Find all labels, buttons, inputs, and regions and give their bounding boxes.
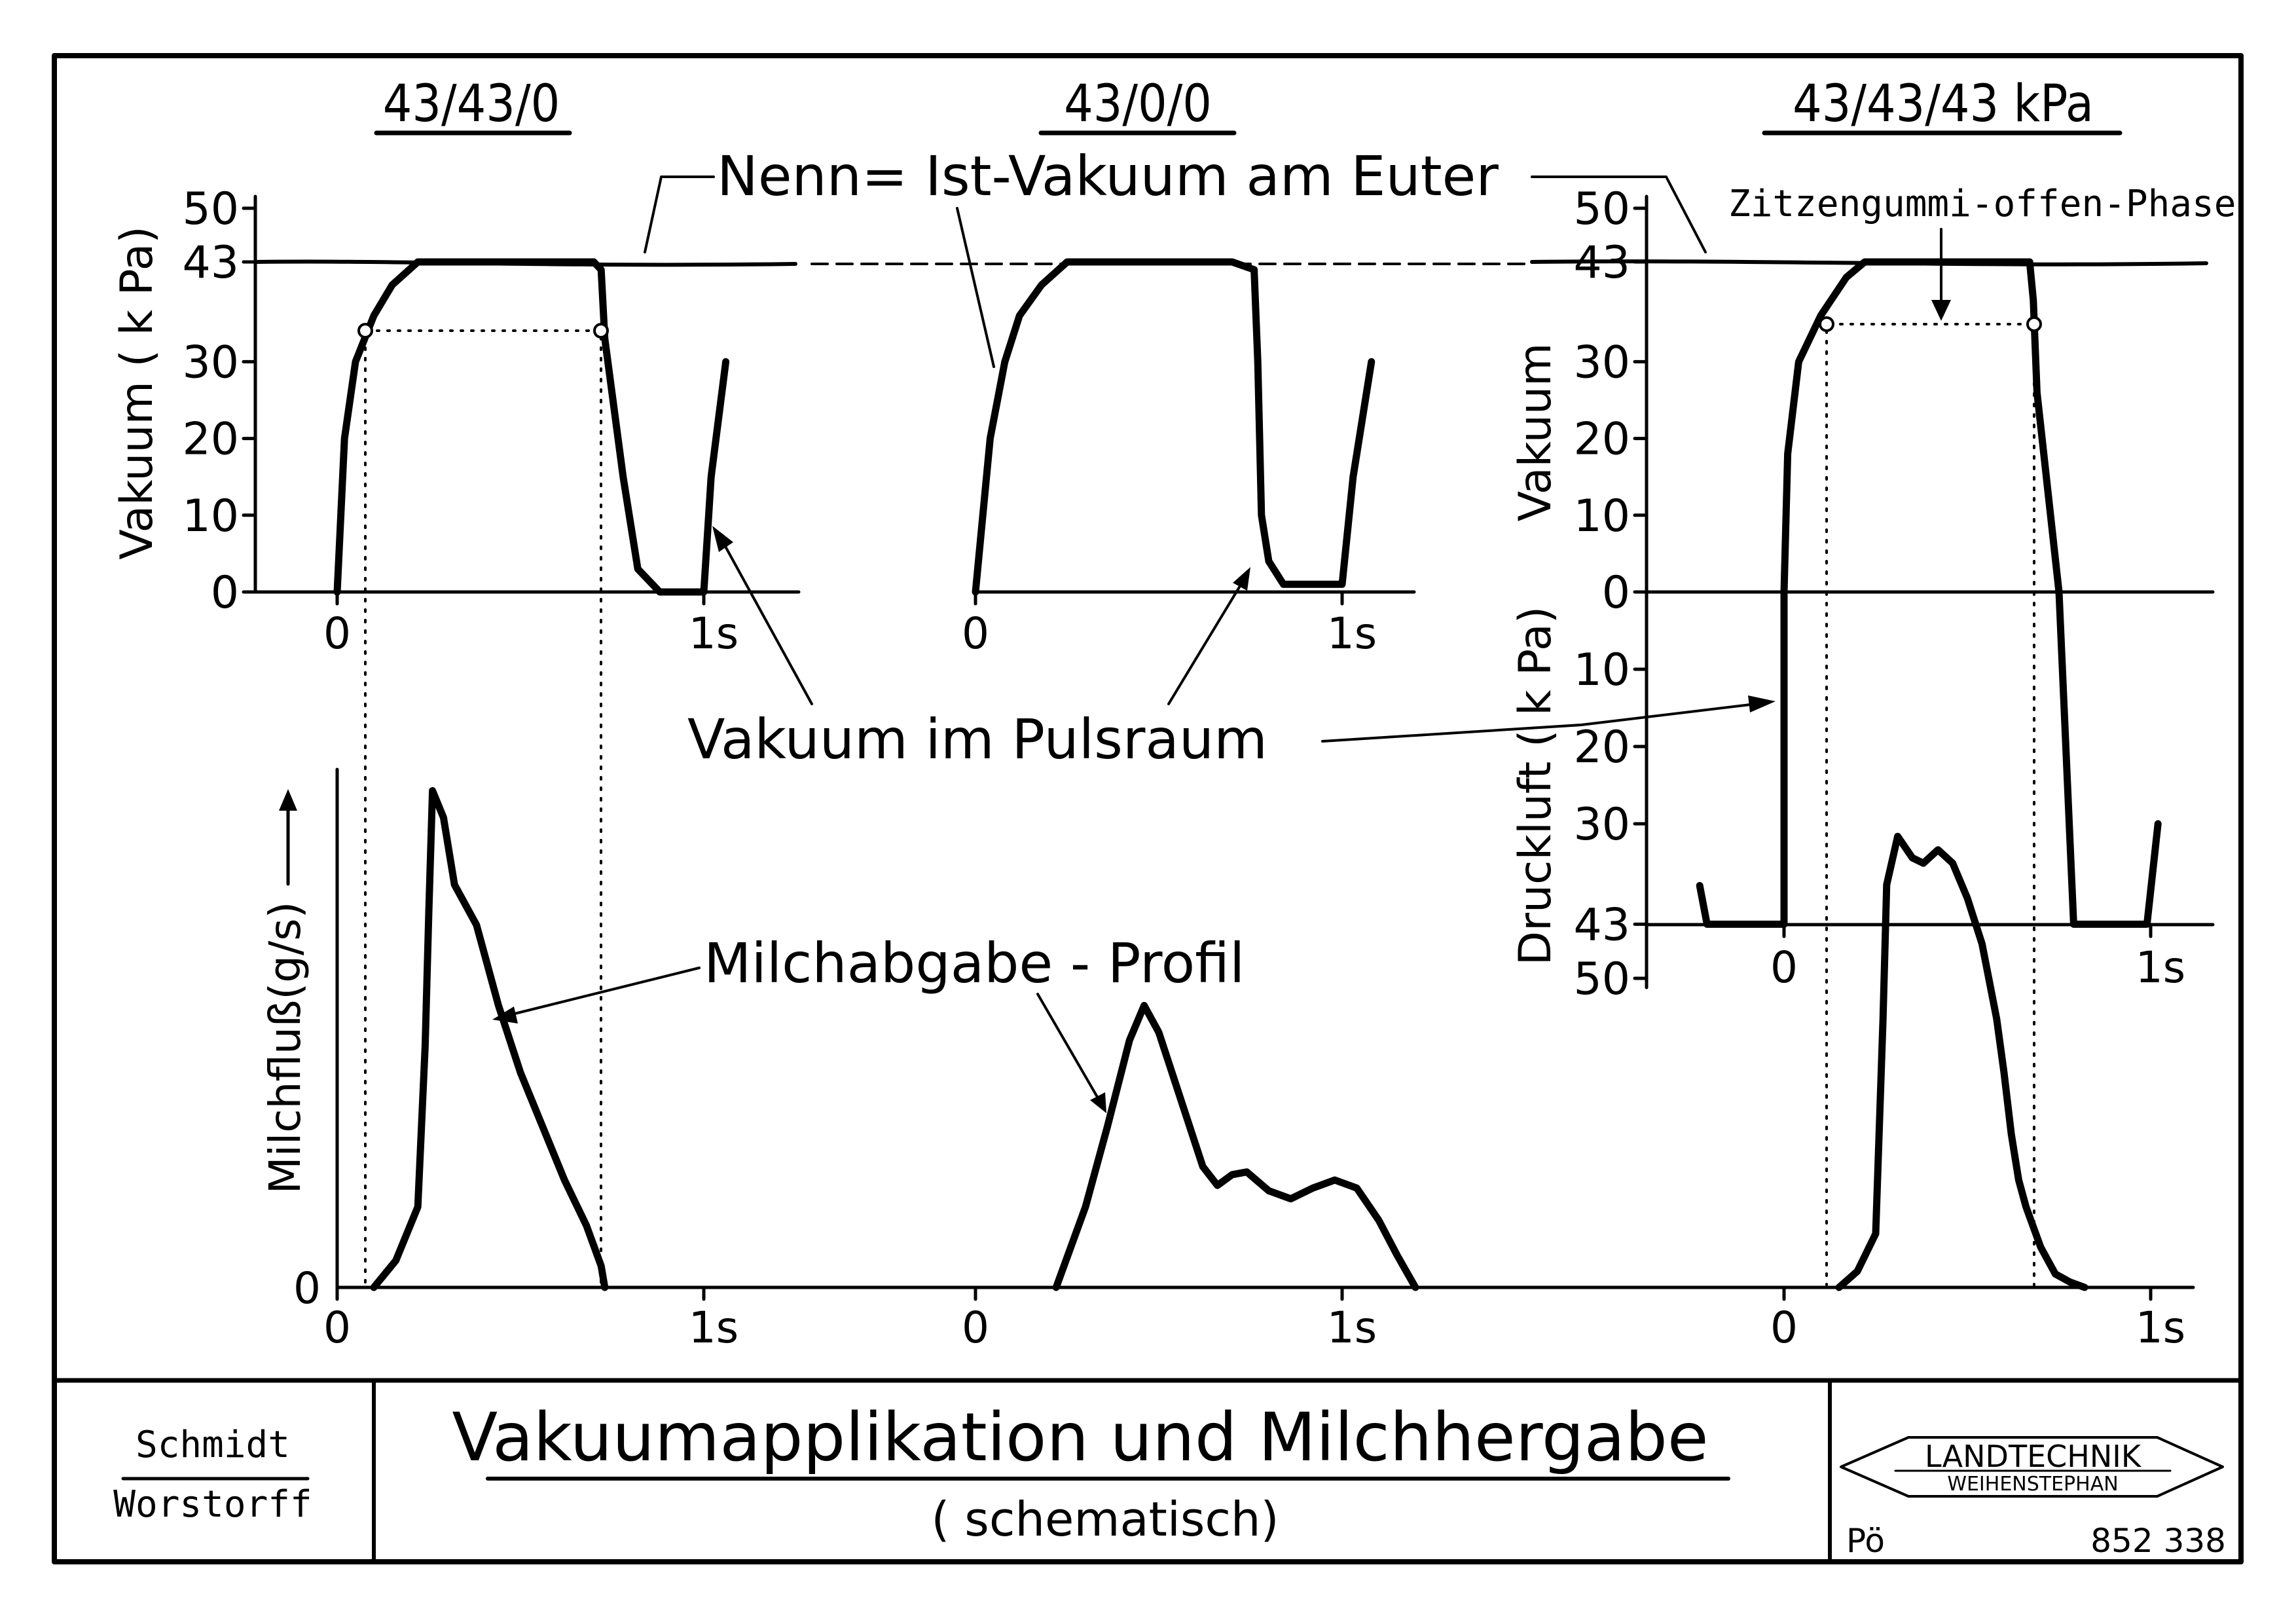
panel3-y-tick-label: 20 xyxy=(1573,414,1630,466)
logo-line-1: LANDTECHNIK xyxy=(1925,1439,2142,1474)
panel2-vacuum-pulsation-curve xyxy=(972,258,1376,596)
nenn-ist-label: Nenn= Ist-Vakuum am Euter xyxy=(717,144,1499,208)
panel3-pressure-y-tick-label: 30 xyxy=(1573,799,1630,851)
panel1-x-tick-label: 1s xyxy=(689,608,738,659)
panel1-y-tick-label: 0 xyxy=(211,567,239,619)
panel2-title: 43/0/0 xyxy=(1064,75,1212,134)
panel3-x-ticks: 0 1s xyxy=(1770,923,2185,993)
milkflow-profile-43-43-43 xyxy=(1835,832,2088,1291)
sheet-subtitle: ( schematisch) xyxy=(931,1492,1279,1547)
panel1-x-tick-label: 0 xyxy=(323,608,351,659)
panel1-y-tick-label: 43 xyxy=(182,237,239,289)
panel3-open-marker-end xyxy=(2026,316,2042,332)
logo-line-2: WEIHENSTEPHAN xyxy=(1947,1473,2118,1496)
milchabgabe-arrow-2 xyxy=(1090,1092,1106,1113)
drawing-number: 852 338 xyxy=(2090,1522,2226,1560)
panel3-y-tick-label: 50 xyxy=(1573,183,1630,235)
panel3-y-tick-label: 0 xyxy=(1602,567,1630,619)
panel3-pressure-y-tick-label: 50 xyxy=(1573,953,1630,1005)
panel1-y-tick-label: 50 xyxy=(182,183,239,235)
panel1-vacuum-pulsation-curve xyxy=(333,258,730,596)
milkflow-profile-43-43-0 xyxy=(370,787,609,1291)
panel1-y-label: Vakuum ( k Pa) xyxy=(111,226,163,560)
pulsraum-leader-3 xyxy=(1321,702,1762,743)
drawing-initials: Pö xyxy=(1846,1522,1885,1560)
milchabgabe-label: Milchabgabe - Profil xyxy=(704,931,1245,995)
panel1-open-marker-start xyxy=(357,323,373,339)
milkflow-x-tick-label: 0 xyxy=(1770,1302,1798,1353)
panel3-vacuum-pulsation-curve xyxy=(1696,258,2162,928)
pulsraum-leader-2 xyxy=(1167,578,1245,705)
panel-43-0-0: 43/0/0 0 1s xyxy=(962,75,1416,659)
panel3-pressure-y-tick-label: 10 xyxy=(1573,644,1630,696)
milk-flow-chart: 0 0 1s 0 1s 0 1s Milchfluß(g/s) xyxy=(260,767,2195,1353)
pulsraum-label: Vakuum im Pulsraum xyxy=(687,707,1267,771)
milchabgabe-arrow-1 xyxy=(492,1006,518,1024)
pulsraum-leader-1 xyxy=(719,536,813,705)
zitzengummi-arrow-head xyxy=(1931,300,1951,321)
milkflow-x-tick-label: 1s xyxy=(1327,1302,1377,1353)
milkflow-x-ticks: 0 1s 0 1s 0 1s xyxy=(323,1285,2185,1353)
landtechnik-logo-outline xyxy=(1840,1436,2224,1498)
sheet-title: Vakuumapplikation und Milchhergabe xyxy=(452,1399,1708,1477)
nenn-ist-leader-right xyxy=(1531,175,1707,253)
panel3-title: 43/43/43 kPa xyxy=(1793,75,2094,134)
annotations: Nenn= Ist-Vakuum am Euter Zitzengummi-of… xyxy=(492,144,2236,1113)
zitzengummi-label: Zitzengummi-offen-Phase xyxy=(1728,183,2236,225)
author-2: Worstorff xyxy=(113,1483,312,1526)
panel1-y-tick-label: 20 xyxy=(182,414,239,466)
milkflow-x-tick-label: 1s xyxy=(2136,1302,2185,1353)
outer-frame xyxy=(52,53,2244,1564)
panel3-x-tick-label: 0 xyxy=(1770,942,1798,993)
author-1: Schmidt xyxy=(136,1424,290,1466)
panel1-y-tick-label: 30 xyxy=(182,337,239,388)
panel2-x-tick-label: 1s xyxy=(1327,608,1377,659)
panel1-y-tick-label: 10 xyxy=(182,490,239,542)
panel3-y-tick-label: 10 xyxy=(1573,490,1630,542)
panel2-x-tick-label: 0 xyxy=(962,608,989,659)
nenn-ist-leader-left xyxy=(644,175,715,253)
panel3-y-label-pressure: Druckluft ( k Pa) xyxy=(1510,606,1561,965)
milkflow-y-tick-label: 0 xyxy=(293,1263,321,1314)
milkflow-y-arrow-head xyxy=(279,789,297,811)
nenn-ist-leader-center xyxy=(956,207,995,368)
milchabgabe-leader-2 xyxy=(1036,993,1101,1103)
milkflow-y-label: Milchfluß(g/s) xyxy=(260,902,310,1194)
panel3-pressure-y-tick-label: 20 xyxy=(1573,722,1630,773)
milchabgabe-leader-1 xyxy=(503,967,701,1018)
panel1-title: 43/43/0 xyxy=(383,75,560,134)
panel3-y-label: Vakuum xyxy=(1510,343,1561,522)
milkflow-profile-43-0-0 xyxy=(1052,1002,1419,1291)
panel3-open-marker-start xyxy=(1819,316,1834,332)
panel1-x-ticks: 0 1s xyxy=(323,590,738,659)
pulsraum-arrow-3 xyxy=(1748,695,1776,712)
panel3-x-tick-label: 1s xyxy=(2136,942,2185,993)
panel1-open-marker-end xyxy=(593,323,609,339)
pulsraum-arrow-1 xyxy=(712,526,733,552)
milkflow-y-ticks: 0 xyxy=(293,1263,321,1314)
milkflow-x-tick-label: 0 xyxy=(323,1302,351,1353)
title-block: Schmidt Worstorff Vakuumapplikation und … xyxy=(113,1399,2226,1560)
pulsraum-arrow-2 xyxy=(1233,567,1250,591)
panel3-pressure-y-tick-label: 43 xyxy=(1573,899,1630,951)
milkflow-x-tick-label: 1s xyxy=(689,1302,738,1353)
milkflow-x-tick-label: 0 xyxy=(962,1302,989,1353)
panel2-x-ticks: 0 1s xyxy=(962,590,1377,659)
panel3-y-tick-label: 30 xyxy=(1573,337,1630,388)
